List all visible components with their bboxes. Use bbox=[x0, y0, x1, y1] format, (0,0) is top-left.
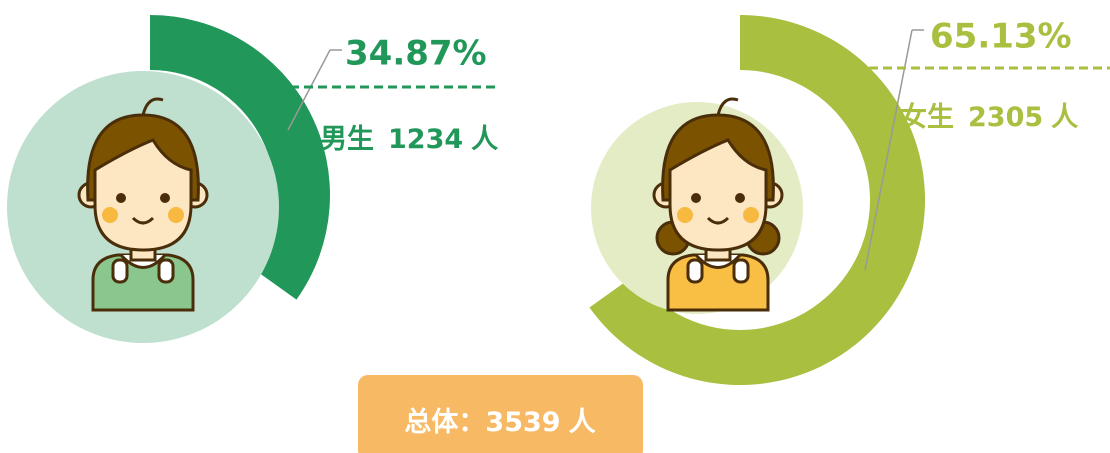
eye bbox=[116, 193, 126, 203]
face bbox=[93, 138, 193, 252]
leader-line bbox=[864, 29, 913, 271]
eye bbox=[160, 193, 170, 203]
cheek bbox=[743, 207, 759, 223]
cheek bbox=[168, 207, 184, 223]
gauge-arc bbox=[150, 15, 330, 300]
group-name: 男生 bbox=[320, 124, 374, 155]
mouth bbox=[131, 216, 155, 225]
group-unit: 人 bbox=[1051, 102, 1078, 133]
count-label: 女生 2305 人 bbox=[900, 101, 1078, 133]
count-label: 男生 1234 人 bbox=[320, 124, 498, 155]
total-value: 3539 bbox=[485, 407, 560, 438]
group-unit: 人 bbox=[471, 124, 498, 155]
headphone bbox=[732, 258, 750, 284]
hair-tuft bbox=[716, 97, 739, 116]
rings bbox=[7, 15, 925, 385]
leader-line bbox=[287, 49, 331, 131]
eye bbox=[691, 193, 701, 203]
eye bbox=[735, 193, 745, 203]
total-text: 总体：3539 人 bbox=[404, 407, 595, 438]
hair-tuft bbox=[141, 97, 164, 116]
headphone bbox=[686, 258, 704, 284]
total-label: 总体： bbox=[404, 407, 485, 438]
total-unit: 人 bbox=[569, 407, 596, 438]
avatar bbox=[652, 97, 784, 312]
cheek bbox=[102, 207, 118, 223]
gauge-arc bbox=[589, 15, 925, 385]
avatar bbox=[77, 97, 209, 312]
headphone bbox=[111, 258, 129, 284]
front: 34.87% 男生 1234 人 65.13% 女生 2305 人 bbox=[287, 17, 1110, 271]
group-count: 2305 bbox=[968, 102, 1043, 133]
headphone bbox=[157, 258, 175, 284]
total-bg bbox=[358, 375, 643, 453]
percent-label: 34.87% bbox=[345, 34, 487, 74]
group-name: 女生 bbox=[900, 101, 954, 133]
cheek bbox=[677, 207, 693, 223]
mouth bbox=[706, 216, 730, 225]
percent-label: 65.13% bbox=[930, 17, 1072, 57]
group-count: 1234 bbox=[388, 124, 463, 155]
total-box: 总体：3539 人 bbox=[358, 375, 643, 453]
face bbox=[668, 138, 768, 252]
